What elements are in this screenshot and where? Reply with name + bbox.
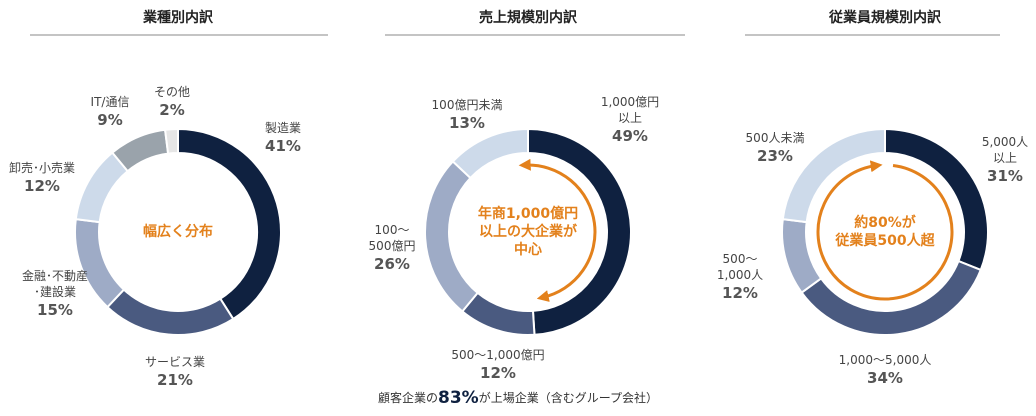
center-text: 約80%が従業員500人超 [834,214,935,249]
value-label: 34% [867,369,903,387]
footer-after: が上場企業（含むグループ会社） [479,390,658,405]
arrow [816,160,954,301]
category-label: IT/通信 [91,95,130,109]
value-label: 12% [480,364,516,382]
value-label: 13% [449,114,485,132]
donut-segment [106,288,235,336]
value-label: 9% [97,111,122,129]
footer-before: 顧客企業の [378,390,438,405]
value-label: 2% [159,101,184,119]
donut-segment [781,217,823,294]
category-label: 製造業 [265,121,301,135]
value-label: 31% [987,167,1023,185]
donut-segment [163,127,179,155]
value-label: 12% [24,177,60,195]
category-label: その他 [154,85,190,99]
center-text: 幅広く分布 [143,223,213,240]
value-label: 23% [757,147,793,165]
category-label: 卸売･小売業 [9,160,75,175]
value-label: 41% [265,137,301,155]
value-label: 12% [722,284,758,302]
arrow [518,158,597,302]
category-label: 100～ 500億円 [369,223,416,253]
footer: 顧客企業の83%が上場企業（含むグループ会社） [378,388,658,408]
value-label: 21% [157,371,193,389]
category-label: 5,000人以上 [982,135,1028,165]
footer-highlight: 83% [438,388,479,408]
category-label: 1,000～5,000人 [839,353,932,367]
category-label: 500～ 1,000人 [717,252,763,282]
value-label: 26% [374,255,410,273]
chart-title: 従業員規模別内訳 [828,9,942,26]
value-label: 49% [612,127,648,145]
center-text: 年商1,000億円以上の大企業が中心 [478,205,578,258]
category-label: 100億円未満 [432,98,503,112]
donut-segment [424,160,480,313]
donut-segment [74,217,126,309]
chart-title: 業種別内訳 [142,9,214,26]
category-label: 1,000億円以上 [601,95,659,125]
category-label: 500人未満 [746,131,805,145]
category-label: 500～1,000億円 [451,348,544,362]
donut-segment [781,127,886,224]
donut-segment [527,127,632,336]
chart-title: 売上規模別内訳 [479,9,578,26]
donut-segment [451,127,529,180]
value-label: 15% [37,301,73,319]
category-label: 金融･不動産･建設業 [22,268,88,299]
category-label: サービス業 [145,355,205,369]
